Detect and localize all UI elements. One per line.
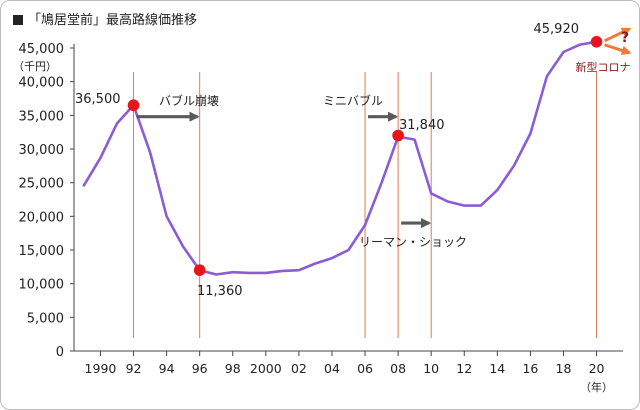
x-axis-unit: （年） [580,380,613,394]
y-tick-label: 0 [56,345,64,360]
highlight-point [193,264,206,277]
mini-bubble-label: ミニバブル [323,93,383,108]
point-value-label: 31,840 [399,118,445,133]
corona-arrow-down [604,43,632,56]
y-tick-label: 20,000 [19,210,65,225]
point-value-label: 11,360 [197,284,243,299]
chart-title-text: 「鳩居堂前」最高路線価推移 [28,13,198,28]
corona-arrow-up [603,27,632,43]
corona-question-mark: ? [621,30,629,46]
y-axis-unit: （千円） [13,60,57,73]
x-tick-label: 06 [357,361,373,376]
chart-title: 「鳩居堂前」最高路線価推移 [13,9,197,28]
x-tick-label: 94 [159,361,175,376]
x-tick-label: 16 [522,361,538,376]
x-tick-label: 14 [489,361,505,376]
point-value-label: 45,920 [534,22,580,37]
highlight-point [127,99,140,112]
y-tick-label: 30,000 [19,143,65,158]
y-tick-label: 35,000 [19,109,65,124]
x-tick-label: 2000 [250,361,282,376]
x-tick-label: 12 [456,361,472,376]
y-tick-label: 15,000 [19,244,65,259]
x-tick-label: 98 [225,361,241,376]
x-tick-label: 04 [324,361,340,376]
x-tick-label: 10 [423,361,439,376]
x-tick-label: 1990 [85,361,117,376]
title-square-icon [13,15,23,25]
y-tick-label: 40,000 [19,76,65,91]
x-tick-label: 02 [291,361,307,376]
x-tick-label: 96 [192,361,208,376]
y-tick-label: 45,000 [19,42,65,57]
y-tick-label: 5,000 [27,311,64,326]
x-tick-label: 18 [556,361,572,376]
bubble-burst-label: バブル崩壊 [159,93,219,108]
x-tick-label: 20 [589,361,605,376]
y-tick-label: 25,000 [19,177,65,192]
highlight-point [590,36,603,48]
point-value-label: 36,500 [75,92,121,107]
highlight-point [392,129,404,142]
series-line [82,40,598,276]
lehman-shock-label: リーマン・ショック [359,235,467,249]
x-tick-label: 92 [126,361,142,376]
x-tick-label: 08 [390,361,406,376]
y-tick-label: 10,000 [19,278,65,293]
corona-label: 新型コロナ [576,60,631,74]
